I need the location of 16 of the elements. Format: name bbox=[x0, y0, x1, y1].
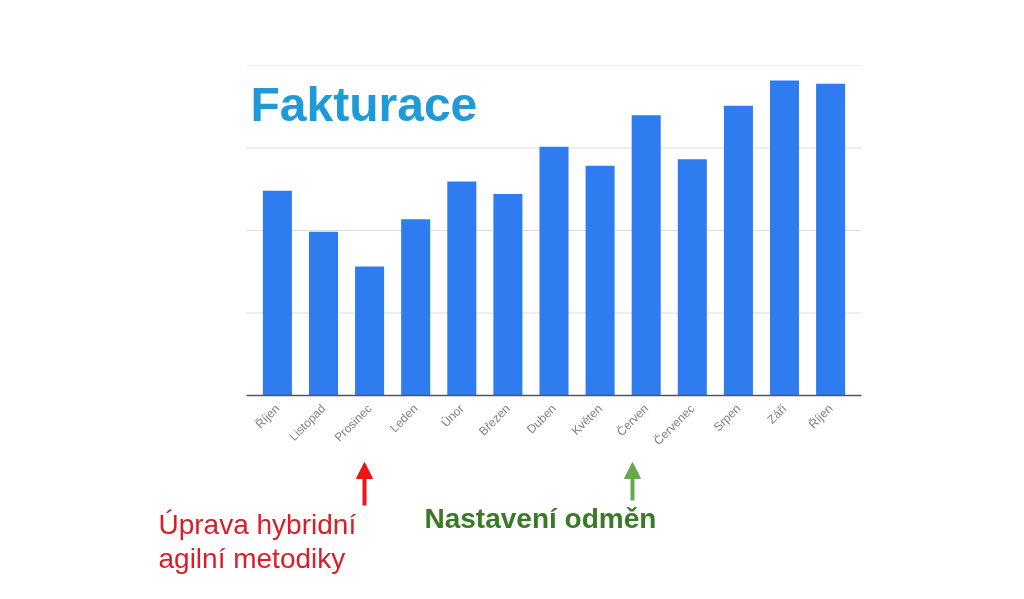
bar bbox=[677, 159, 707, 396]
text: Úprava hybridní agilní metodiky bbox=[158, 508, 357, 575]
bar bbox=[308, 231, 339, 396]
bar bbox=[631, 115, 661, 396]
bar bbox=[355, 266, 385, 396]
bar bbox=[769, 80, 800, 396]
chart-title: Fakturace bbox=[250, 77, 478, 131]
text: Nastavení odměn bbox=[424, 502, 657, 534]
bar bbox=[262, 190, 292, 396]
bar bbox=[447, 181, 477, 396]
bar bbox=[585, 165, 615, 396]
bar bbox=[539, 146, 569, 396]
bar bbox=[816, 83, 846, 396]
bar bbox=[493, 193, 523, 396]
bar bbox=[401, 219, 431, 396]
bar bbox=[723, 105, 753, 396]
